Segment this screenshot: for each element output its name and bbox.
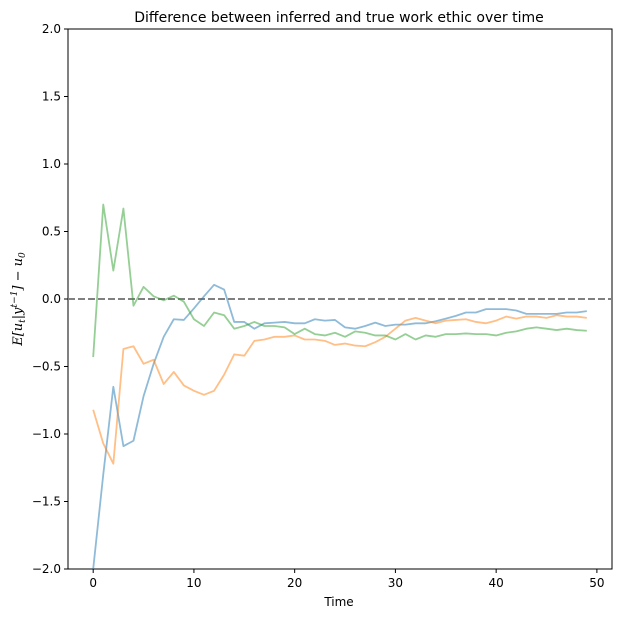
series-group [92, 203, 587, 570]
y-axis-label: E[ut|yt−1] − u0 [10, 252, 28, 347]
y-tick-label: −2.0 [32, 562, 61, 576]
chart-title: Difference between inferred and true wor… [134, 10, 543, 26]
x-tick-label: 20 [287, 576, 302, 590]
y-tick-label: 0.5 [42, 225, 61, 239]
x-tick-label: 50 [589, 576, 604, 590]
x-tick-label: 10 [186, 576, 201, 590]
x-tick-label: 40 [489, 576, 504, 590]
y-tick-label: 1.0 [42, 157, 61, 171]
x-tick-label: 30 [388, 576, 403, 590]
y-tick-label: −0.5 [32, 360, 61, 374]
x-axis-label: Time [323, 595, 353, 609]
series-line-3 [92, 203, 587, 358]
y-axis: −2.0 −1.5 −1.0 −0.5 0.0 0.5 1.0 1.5 2.0 [32, 22, 68, 576]
y-tick-label: −1.0 [32, 427, 61, 441]
x-tick-label: 0 [89, 576, 97, 590]
y-tick-label: −1.5 [32, 495, 61, 509]
y-tick-label: 0.0 [42, 292, 61, 306]
y-tick-label: 1.5 [42, 90, 61, 104]
series-line-2 [92, 314, 587, 465]
x-axis: 0 10 20 30 40 50 [89, 569, 605, 590]
y-tick-label: 2.0 [42, 22, 61, 36]
series-line-1 [92, 283, 587, 570]
